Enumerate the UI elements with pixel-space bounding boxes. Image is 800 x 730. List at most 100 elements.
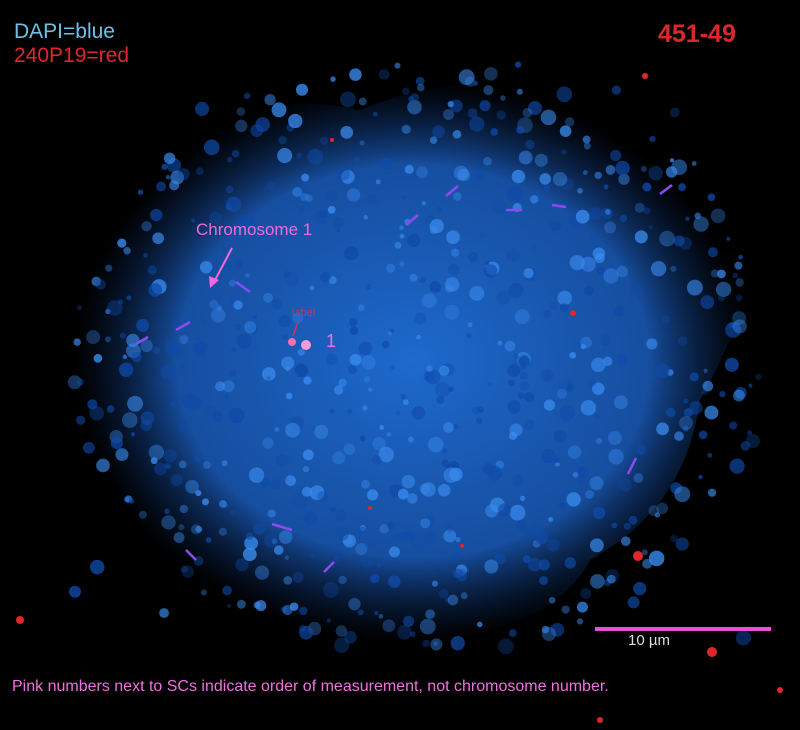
speckle bbox=[141, 221, 152, 232]
speckle bbox=[237, 214, 254, 231]
speckle bbox=[732, 319, 747, 334]
speckle bbox=[128, 498, 134, 504]
speckle bbox=[675, 537, 689, 551]
sc-mark bbox=[323, 561, 335, 573]
speckle bbox=[82, 441, 95, 454]
speckle bbox=[482, 462, 495, 475]
speckle bbox=[642, 182, 652, 192]
speckle bbox=[399, 225, 404, 231]
speckle bbox=[404, 164, 414, 174]
speckle bbox=[159, 608, 170, 618]
speckle bbox=[509, 431, 518, 440]
speckle bbox=[278, 135, 287, 145]
speckle bbox=[131, 351, 143, 363]
speckle bbox=[172, 345, 184, 357]
speckle bbox=[422, 515, 436, 529]
sc-mark bbox=[551, 203, 567, 209]
speckle bbox=[195, 347, 205, 358]
speckle bbox=[107, 405, 115, 413]
chromosome-arrow bbox=[213, 247, 233, 283]
speckle bbox=[538, 559, 550, 571]
sc-marks bbox=[135, 184, 673, 573]
speckle bbox=[429, 281, 442, 293]
speckle bbox=[627, 596, 640, 609]
speckle bbox=[285, 607, 292, 614]
sc-mark bbox=[659, 184, 673, 195]
speckle bbox=[346, 188, 361, 202]
speckle bbox=[152, 346, 161, 355]
speckle bbox=[479, 232, 486, 239]
speckle bbox=[163, 449, 177, 463]
speckle bbox=[490, 128, 499, 136]
speckle bbox=[119, 332, 126, 339]
speckle bbox=[685, 216, 690, 221]
speckle bbox=[421, 482, 436, 497]
speckle bbox=[453, 423, 459, 430]
speckle bbox=[546, 538, 560, 552]
speckle bbox=[362, 405, 368, 411]
speckle bbox=[496, 290, 511, 305]
speckle bbox=[616, 265, 629, 278]
speckle bbox=[150, 208, 163, 222]
speckle bbox=[333, 216, 345, 229]
speckle bbox=[170, 170, 185, 185]
speckle bbox=[420, 518, 431, 529]
speckle bbox=[507, 379, 515, 387]
speckle bbox=[165, 363, 170, 369]
speckle bbox=[532, 244, 537, 250]
speckle bbox=[452, 568, 463, 579]
speckle bbox=[231, 258, 243, 270]
speckle bbox=[397, 488, 409, 500]
speckle bbox=[314, 424, 329, 439]
speckle bbox=[735, 294, 743, 302]
speckle bbox=[117, 238, 127, 248]
speckle bbox=[264, 94, 276, 106]
speckle bbox=[374, 611, 379, 616]
speckle bbox=[450, 635, 465, 651]
speckle bbox=[707, 452, 713, 458]
speckle bbox=[740, 441, 751, 451]
chromosome-label: Chromosome 1 bbox=[196, 220, 313, 239]
speckle bbox=[289, 602, 299, 611]
speckle bbox=[327, 205, 336, 214]
speckle bbox=[576, 618, 584, 625]
speckle bbox=[620, 536, 631, 547]
speckle bbox=[592, 506, 606, 520]
speckle bbox=[682, 426, 689, 432]
speckle bbox=[469, 286, 485, 301]
speckle bbox=[314, 209, 330, 225]
speckle bbox=[244, 536, 258, 551]
speckle bbox=[487, 381, 493, 387]
speckle bbox=[89, 406, 104, 421]
speckle bbox=[138, 510, 147, 519]
speckle bbox=[355, 542, 368, 556]
speckle bbox=[716, 269, 726, 279]
label-pointer bbox=[292, 321, 299, 337]
speckle bbox=[150, 457, 158, 465]
speckle bbox=[137, 189, 144, 195]
speckle bbox=[170, 401, 178, 408]
speckle bbox=[689, 372, 699, 382]
speckle bbox=[335, 625, 348, 637]
speckle bbox=[665, 166, 678, 178]
speckle bbox=[686, 279, 703, 296]
speckle bbox=[219, 500, 227, 508]
speckle bbox=[195, 525, 203, 533]
speckle bbox=[439, 588, 449, 599]
speckle bbox=[105, 308, 111, 315]
speckle bbox=[615, 160, 630, 176]
speckle bbox=[678, 183, 687, 192]
speckle bbox=[319, 209, 328, 218]
speckle bbox=[210, 308, 226, 323]
speckle bbox=[325, 353, 338, 365]
speckle bbox=[534, 153, 548, 167]
speckle bbox=[76, 415, 86, 425]
speckle bbox=[518, 356, 530, 368]
speckle bbox=[650, 260, 667, 277]
speckle bbox=[553, 429, 567, 443]
speckle bbox=[165, 174, 171, 180]
speckle bbox=[445, 284, 454, 293]
speckle bbox=[195, 101, 210, 116]
speckle bbox=[471, 406, 481, 415]
